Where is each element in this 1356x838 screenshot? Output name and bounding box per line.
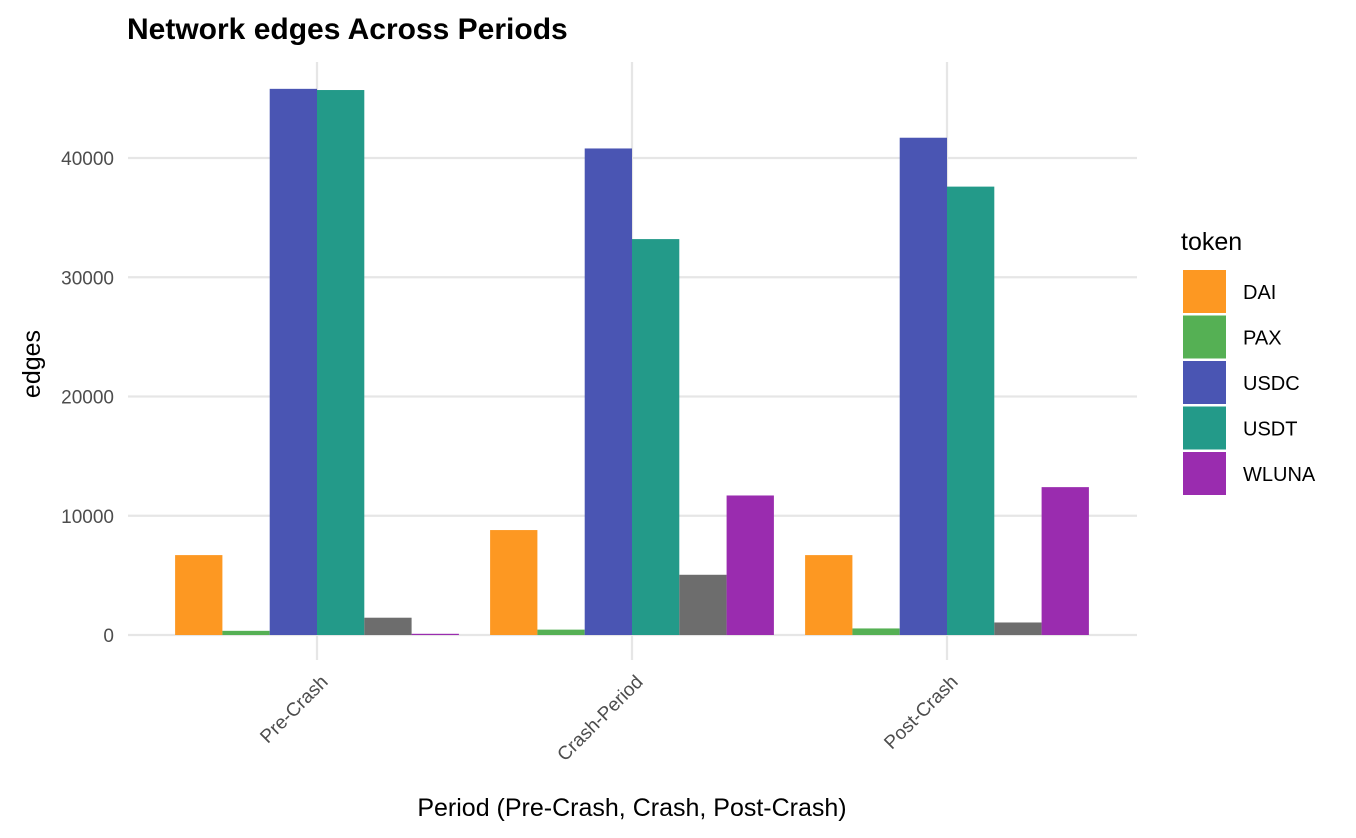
legend-label: WLUNA: [1243, 464, 1316, 486]
x-tick-label: Crash-Period: [554, 672, 648, 766]
bar: [947, 186, 995, 635]
y-tick-label: 10000: [61, 507, 114, 528]
bar: [994, 622, 1042, 635]
bar: [411, 633, 459, 635]
y-tick-label: 0: [103, 626, 114, 647]
y-tick-label: 20000: [61, 388, 114, 409]
bar: [805, 555, 853, 635]
x-axis-title: Period (Pre-Crash, Crash, Post-Crash): [417, 794, 846, 822]
x-tick-label: Pre-Crash: [256, 672, 332, 748]
chart-title: Network edges Across Periods: [127, 13, 568, 46]
y-tick-label: 40000: [61, 149, 114, 170]
legend: token DAI PAX USDC USDT WLUNA: [1181, 228, 1316, 495]
bar: [726, 495, 774, 635]
legend-title: token: [1181, 228, 1242, 256]
legend-swatch: [1183, 361, 1226, 404]
legend-label: PAX: [1243, 328, 1282, 350]
bar: [632, 239, 680, 635]
y-axis: 0 10000 20000 30000 40000: [61, 149, 114, 647]
bar: [537, 629, 585, 635]
legend-swatch: [1183, 315, 1226, 359]
y-tick-label: 30000: [61, 268, 114, 289]
bar: [317, 90, 365, 635]
legend-label: USDC: [1243, 373, 1300, 395]
bars-layer: [175, 88, 1089, 636]
bar: [1041, 487, 1089, 635]
legend-label: DAI: [1243, 282, 1276, 304]
bar: [584, 148, 632, 635]
bar: [364, 617, 412, 635]
bar: [490, 530, 538, 635]
bar: [899, 137, 947, 636]
legend-label: USDT: [1243, 419, 1297, 441]
bar: [269, 88, 317, 636]
bar: [852, 628, 900, 635]
bar: [222, 630, 270, 635]
x-tick-label: Post-Crash: [880, 672, 962, 754]
legend-swatch: [1183, 406, 1226, 450]
x-axis: Pre-Crash Crash-Period Post-Crash: [256, 672, 962, 766]
legend-swatch: [1183, 270, 1226, 313]
bar: [679, 574, 727, 635]
bar: [175, 555, 223, 635]
legend-swatch: [1183, 452, 1226, 495]
y-axis-title: edges: [18, 330, 46, 398]
